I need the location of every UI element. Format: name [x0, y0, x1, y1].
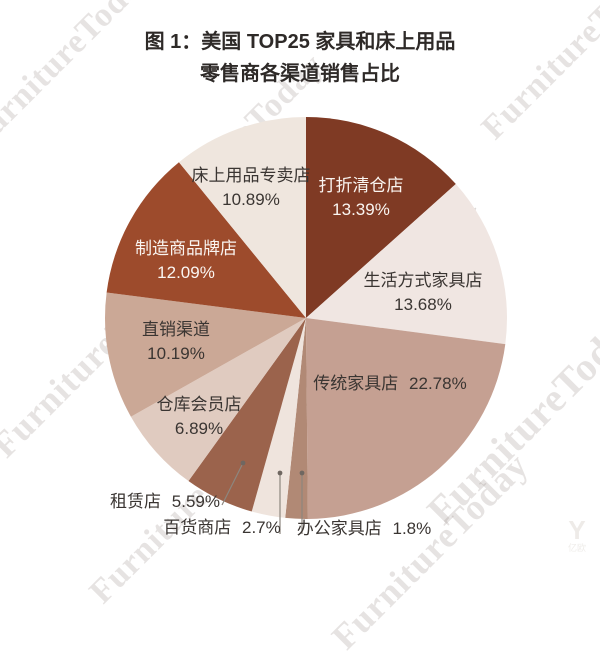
pie-label-value: 22.78%	[409, 374, 467, 393]
pie-label-value: 10.89%	[222, 190, 280, 209]
pie-label-rental-store: 租赁店 5.59%	[110, 490, 220, 514]
pie-slice-6	[130, 318, 306, 482]
pie-chart	[105, 117, 507, 534]
pie-slice-8	[106, 162, 307, 318]
pie-label-name: 直销渠道	[142, 320, 210, 339]
pie-label-name: 打折清仓店	[318, 176, 404, 195]
pie-slice-5	[188, 318, 306, 512]
chart-title-line2: 零售商各渠道销售占比	[200, 63, 400, 85]
leader-line-rental-store	[221, 462, 244, 506]
pie-slice-4	[251, 318, 306, 518]
pie-label-direct-sales-channel: 直销渠道 10.19%	[142, 318, 210, 366]
leader-lines	[221, 460, 305, 534]
pie-label-name: 仓库会员店	[156, 395, 242, 414]
pie-label-value: 13.68%	[394, 295, 452, 314]
pie-label-value: 13.39%	[332, 200, 390, 219]
pie-label-office-furniture-store: 办公家具店 1.8%	[297, 517, 431, 541]
pie-label-lifestyle-furniture-store: 生活方式家具店 13.68%	[364, 269, 483, 317]
pie-label-value: 5.59%	[171, 492, 220, 511]
pie-label-name: 百货商店	[163, 518, 232, 537]
pie-label-name: 传统家具店	[313, 374, 399, 393]
pie-label-name: 租赁店	[110, 492, 162, 511]
pie-label-clearance-store: 打折清仓店 13.39%	[319, 174, 404, 222]
pie-label-bedding-specialty-store: 床上用品专卖店 10.89%	[192, 164, 311, 212]
chart-title-line1: 图 1：美国 TOP25 家具和床上用品	[144, 31, 456, 53]
pie-slice-1	[306, 184, 507, 345]
pie-label-value: 2.7%	[241, 518, 281, 537]
leader-dot-office-furniture-store	[299, 470, 305, 476]
pie-label-name: 办公家具店	[296, 519, 382, 538]
pie-label-name: 生活方式家具店	[363, 271, 483, 290]
pie-label-manufacturer-brand-store: 制造商品牌店 12.09%	[135, 237, 237, 285]
pie-label-name: 床上用品专卖店	[191, 166, 311, 185]
leader-dot-rental-store	[240, 460, 246, 466]
pie-slice-9	[178, 117, 306, 318]
pie-slice-7	[105, 292, 306, 417]
pie-label-value: 12.09%	[157, 263, 215, 282]
pie-label-name: 制造商品牌店	[135, 239, 237, 258]
pie-label-value: 10.19%	[147, 344, 205, 363]
pie-label-value: 6.89%	[174, 419, 224, 438]
pie-label-traditional-furniture-store: 传统家具店 22.78%	[313, 372, 466, 396]
pie-label-value: 1.8%	[392, 519, 432, 538]
leader-dot-department-store	[277, 470, 283, 476]
pie-slice-0	[306, 117, 456, 318]
pie-label-department-store: 百货商店 2.7%	[163, 516, 280, 540]
chart-title: 图 1：美国 TOP25 家具和床上用品 零售商各渠道销售占比	[0, 26, 600, 90]
pie-slice-3	[285, 318, 308, 519]
pie-slice-2	[306, 318, 506, 519]
pie-label-warehouse-club: 仓库会员店 6.89%	[157, 393, 242, 441]
